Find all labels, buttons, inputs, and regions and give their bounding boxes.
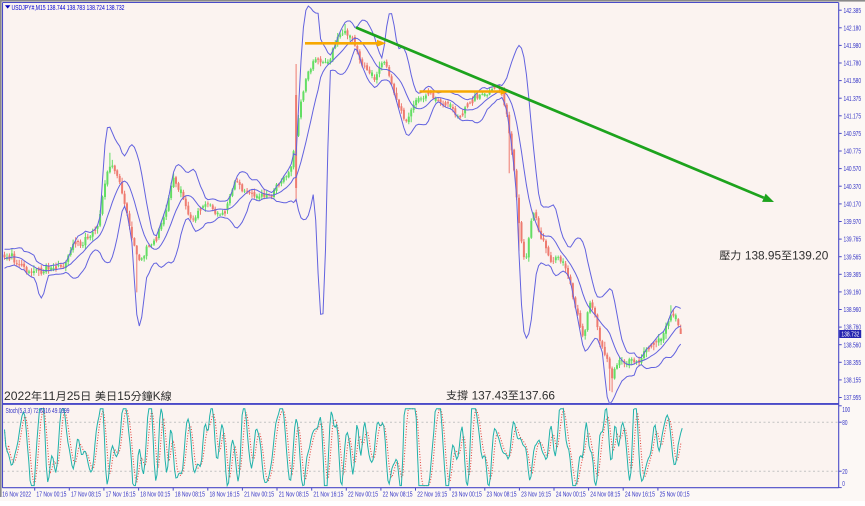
svg-text:23 Nov 08:15: 23 Nov 08:15 — [487, 489, 517, 498]
svg-text:137.66: 137.66 — [519, 388, 555, 402]
svg-text:25 Nov 00:15: 25 Nov 00:15 — [660, 489, 690, 498]
svg-text:0: 0 — [842, 479, 845, 488]
svg-text:138.355: 138.355 — [844, 358, 862, 367]
svg-text:Stoch(5,3,3) 72.6316 49.0399: Stoch(5,3,3) 72.6316 49.0399 — [6, 406, 70, 415]
svg-text:17 Nov 00:15: 17 Nov 00:15 — [36, 489, 66, 498]
svg-text:140.370: 140.370 — [844, 182, 862, 191]
svg-text:21 Nov 16:15: 21 Nov 16:15 — [313, 489, 343, 498]
svg-text:21 Nov 08:15: 21 Nov 08:15 — [279, 489, 309, 498]
svg-text:139.970: 139.970 — [844, 217, 862, 226]
svg-text:16 Nov 2022: 16 Nov 2022 — [2, 489, 31, 498]
svg-text:139.160: 139.160 — [844, 288, 862, 297]
svg-text:18 Nov 16:15: 18 Nov 16:15 — [210, 489, 240, 498]
svg-text:140.775: 140.775 — [844, 147, 862, 156]
svg-text:139.20: 139.20 — [792, 248, 828, 262]
svg-text:18 Nov 08:15: 18 Nov 08:15 — [175, 489, 205, 498]
svg-text:141.980: 141.980 — [844, 41, 862, 50]
svg-text:11: 11 — [42, 389, 56, 403]
svg-text:142.385: 142.385 — [844, 6, 862, 15]
svg-text:24 Nov 00:15: 24 Nov 00:15 — [556, 489, 586, 498]
svg-text:139.365: 139.365 — [844, 270, 862, 279]
svg-text:140.170: 140.170 — [844, 200, 862, 209]
svg-text:137.955: 137.955 — [844, 393, 862, 402]
svg-text:22 Nov 00:15: 22 Nov 00:15 — [348, 489, 378, 498]
svg-text:139.565: 139.565 — [844, 252, 862, 261]
svg-text:141.580: 141.580 — [844, 76, 862, 85]
svg-text:K: K — [153, 389, 161, 403]
svg-text:137.43: 137.43 — [472, 388, 508, 402]
svg-text:24 Nov 08:15: 24 Nov 08:15 — [590, 489, 620, 498]
svg-text:100: 100 — [842, 405, 850, 414]
svg-text:140.975: 140.975 — [844, 129, 862, 138]
svg-text:24 Nov 16:15: 24 Nov 16:15 — [625, 489, 655, 498]
svg-text:USDJPY#,M15 138.744 138.783 1: USDJPY#,M15 138.744 138.783 138.724 138.… — [12, 3, 125, 12]
svg-text:142.180: 142.180 — [844, 23, 862, 32]
svg-text:138.732: 138.732 — [841, 330, 859, 339]
svg-text:23 Nov 16:15: 23 Nov 16:15 — [521, 489, 551, 498]
svg-text:2022: 2022 — [4, 389, 31, 403]
svg-text:140.570: 140.570 — [844, 164, 862, 173]
svg-text:15: 15 — [117, 389, 131, 403]
svg-text:138.155: 138.155 — [844, 376, 862, 385]
svg-text:21 Nov 00:15: 21 Nov 00:15 — [244, 489, 274, 498]
svg-text:80: 80 — [842, 418, 847, 427]
svg-text:23 Nov 00:15: 23 Nov 00:15 — [452, 489, 482, 498]
svg-text:141.175: 141.175 — [844, 111, 862, 120]
svg-text:18 Nov 00:15: 18 Nov 00:15 — [140, 489, 170, 498]
svg-text:17 Nov 08:15: 17 Nov 08:15 — [71, 489, 101, 498]
svg-text:138.95: 138.95 — [745, 248, 781, 262]
svg-text:141.780: 141.780 — [844, 59, 862, 68]
svg-text:141.375: 141.375 — [844, 94, 862, 103]
svg-text:138.960: 138.960 — [844, 305, 862, 314]
svg-text:20: 20 — [842, 467, 847, 476]
svg-text:139.765: 139.765 — [844, 235, 862, 244]
svg-text:25: 25 — [67, 389, 81, 403]
svg-text:17 Nov 16:15: 17 Nov 16:15 — [106, 489, 136, 498]
svg-text:22 Nov 16:15: 22 Nov 16:15 — [417, 489, 447, 498]
svg-text:138.560: 138.560 — [844, 340, 862, 349]
svg-text:138.760: 138.760 — [844, 323, 862, 332]
svg-text:22 Nov 08:15: 22 Nov 08:15 — [383, 489, 413, 498]
